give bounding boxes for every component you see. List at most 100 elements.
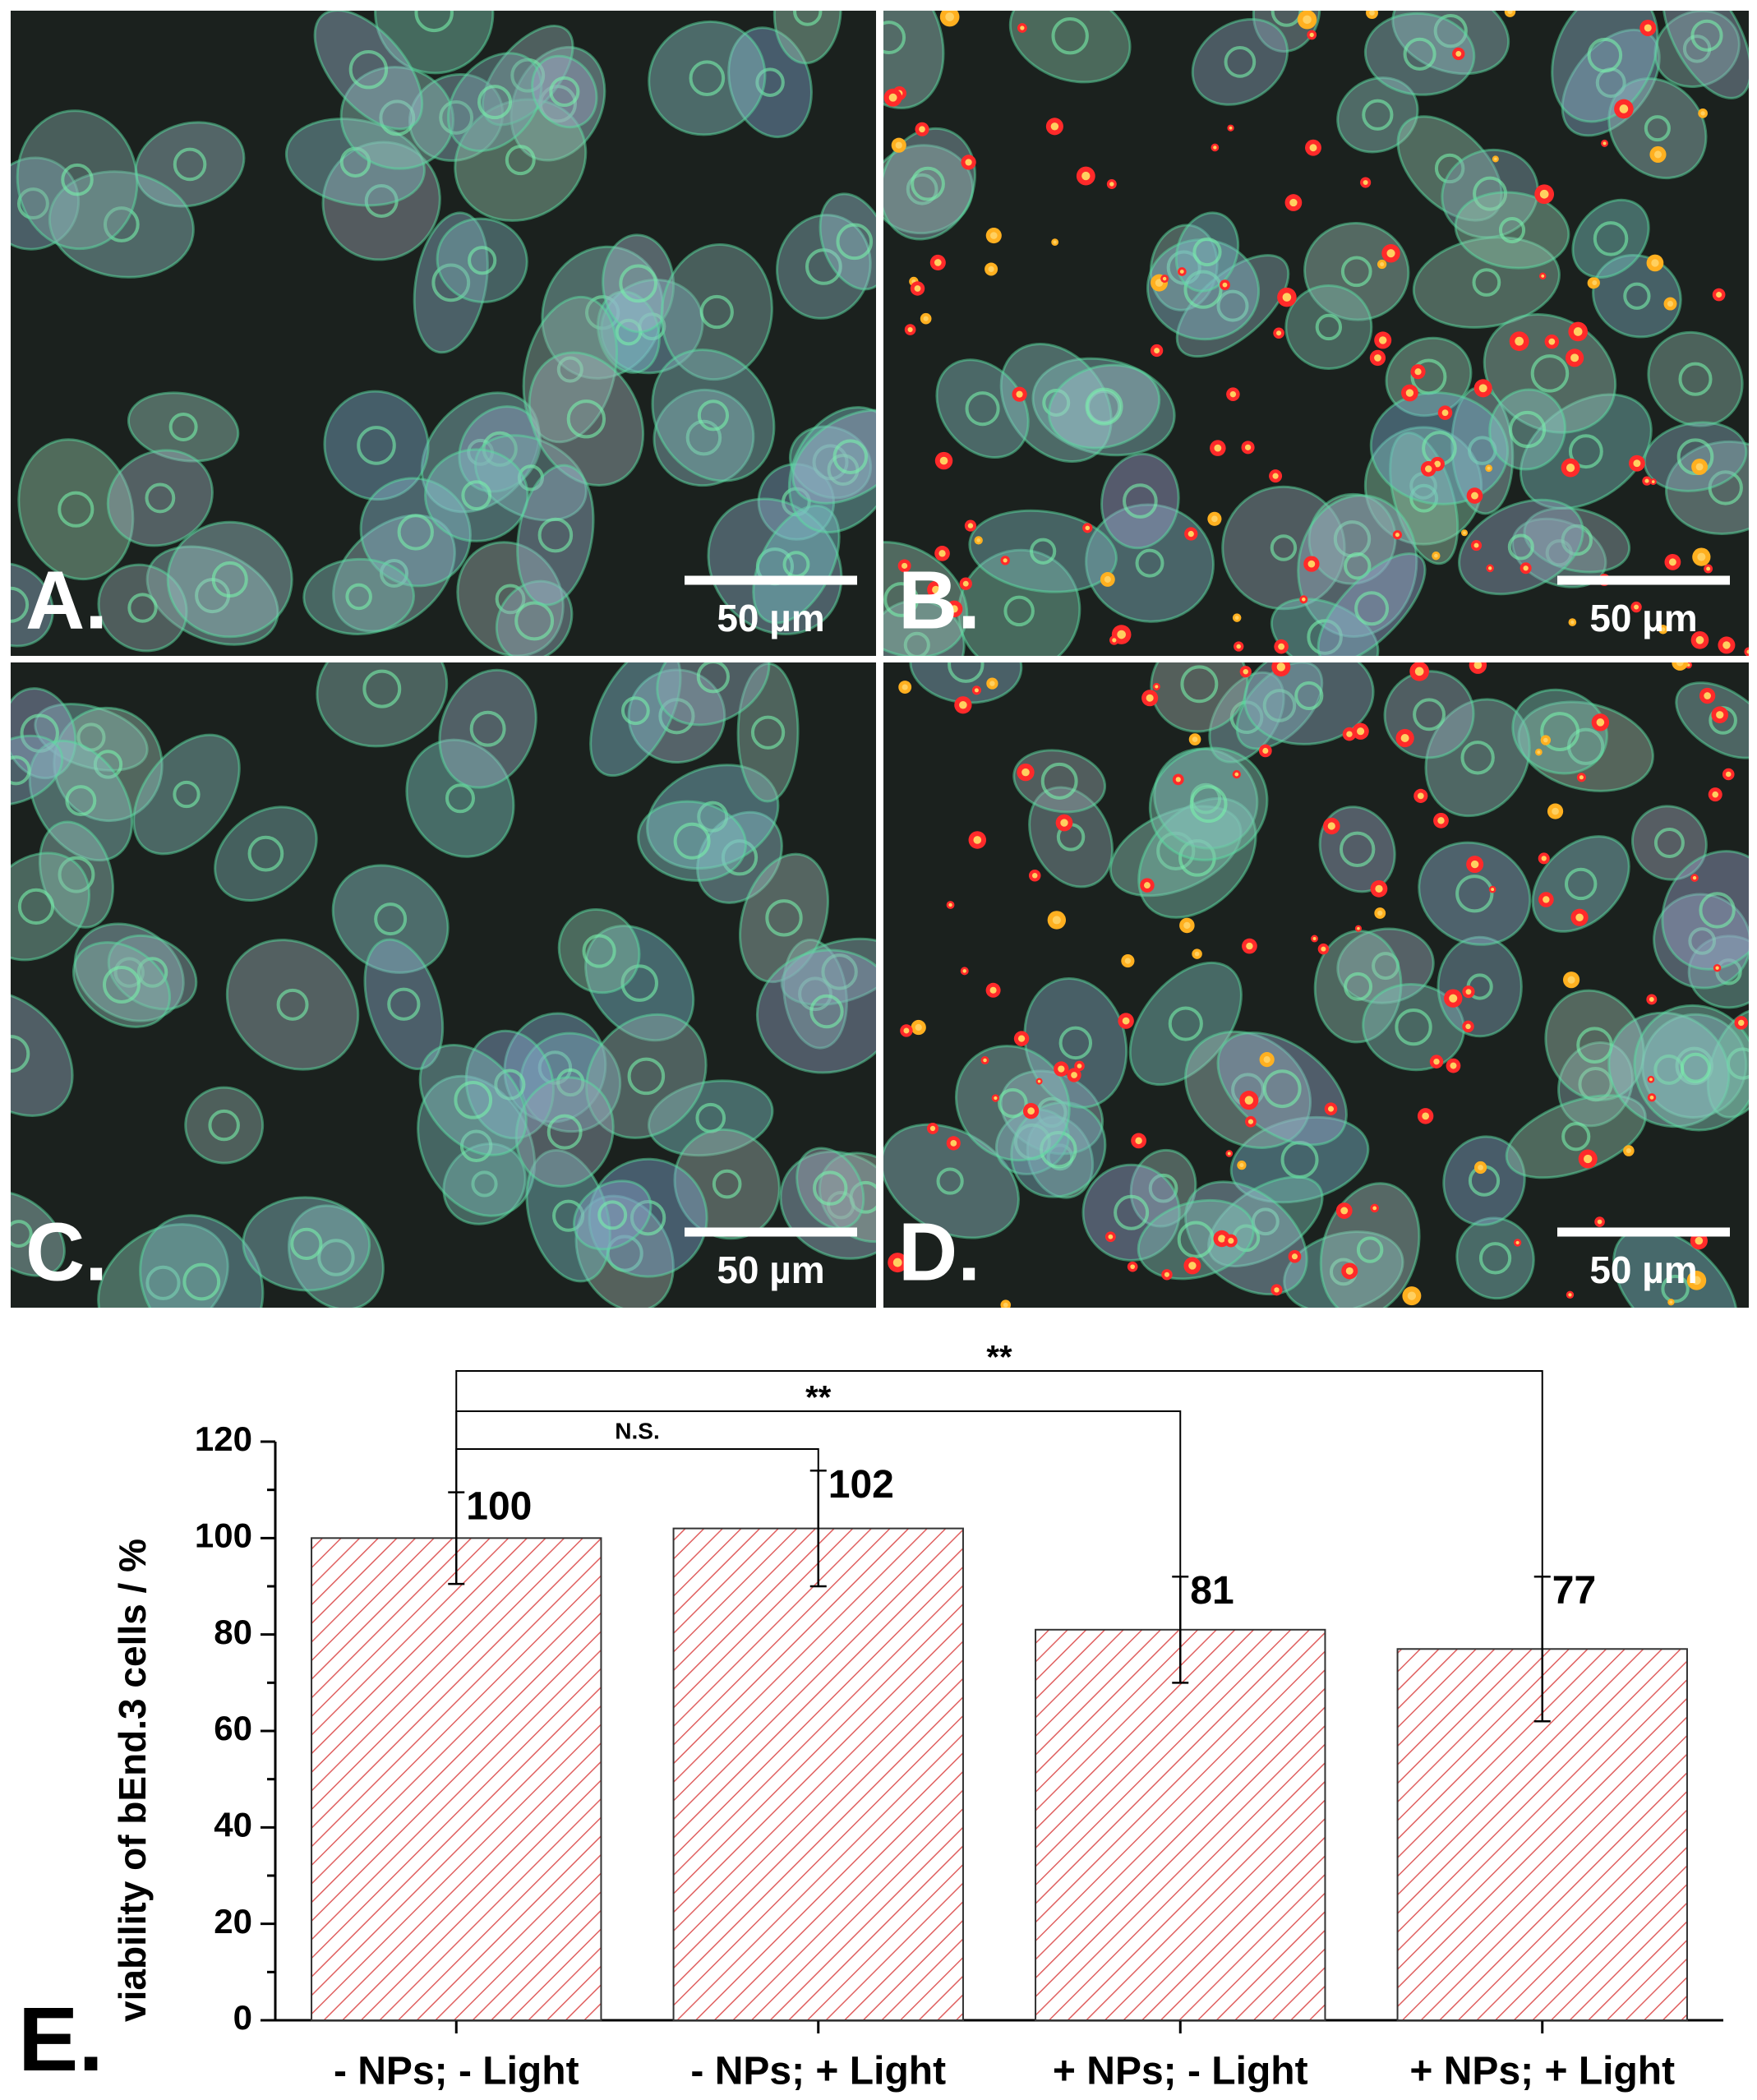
nanoparticle-core [1282, 293, 1292, 302]
nanoparticle-core [1407, 1291, 1417, 1300]
cell [313, 11, 424, 131]
cell [316, 662, 449, 748]
cell [11, 562, 54, 648]
cell [738, 852, 830, 984]
nanoparticle-core [1712, 791, 1719, 798]
cell [139, 1214, 265, 1308]
nucleus [439, 100, 474, 135]
nucleus [906, 173, 938, 205]
nucleus [445, 783, 475, 814]
nanoparticle-core [1003, 1302, 1008, 1308]
nanoparticle-core [1117, 630, 1126, 639]
nucleus [1623, 282, 1651, 310]
nucleus [208, 1109, 240, 1142]
nucleus [809, 994, 844, 1029]
nanoparticle-core [1327, 1105, 1334, 1112]
nanoparticle-core [1380, 261, 1385, 267]
nanoparticle-core [1626, 1147, 1631, 1154]
nucleus [494, 1068, 526, 1101]
nucleus [556, 1068, 585, 1097]
cell [648, 20, 767, 136]
cell [456, 541, 565, 656]
value-label: 102 [828, 1463, 894, 1507]
nanoparticle-core [1661, 627, 1666, 632]
nucleus [168, 412, 198, 441]
cell [531, 54, 598, 129]
nanoparticle-core [1700, 111, 1705, 116]
nanoparticle-core [1307, 560, 1316, 568]
nucleus [431, 263, 471, 302]
cell [1551, 11, 1659, 123]
nanoparticle-core [1414, 368, 1422, 376]
cell [331, 864, 450, 974]
nanoparticle-core [1357, 727, 1365, 736]
nucleus [1680, 1052, 1711, 1083]
nanoparticle-core [1584, 1154, 1593, 1164]
nanoparticle-core [1017, 1035, 1026, 1042]
nanoparticle-core [1488, 566, 1492, 570]
cell [495, 579, 574, 656]
nanoparticle-core [1228, 1238, 1234, 1244]
cell [1047, 363, 1161, 450]
nucleus [1433, 13, 1468, 48]
panel-label: E. [18, 1989, 104, 2090]
significance-bracket [455, 1370, 1543, 1577]
nucleus [1003, 595, 1035, 627]
nanoparticle-core [989, 986, 997, 994]
nucleus [93, 750, 123, 779]
nucleus [1058, 1026, 1093, 1060]
nucleus [765, 899, 803, 937]
cell [11, 852, 90, 962]
nucleus [1509, 410, 1547, 449]
micrograph [11, 11, 876, 656]
y-tick-label: 20 [214, 1902, 252, 1941]
nucleus [102, 966, 141, 1004]
nanoparticle-core [1541, 856, 1547, 861]
cell [1023, 977, 1128, 1109]
nucleus [1262, 1069, 1302, 1109]
cell [574, 1194, 675, 1308]
nanoparticle-core [1570, 353, 1579, 362]
nanoparticle-core [1716, 711, 1724, 719]
nanoparticle-core [950, 605, 958, 613]
cell [438, 668, 537, 789]
nanoparticle-core [1052, 916, 1061, 925]
cell [1653, 11, 1741, 88]
nanoparticle-core [1494, 157, 1497, 161]
nanoparticle-core [1434, 460, 1441, 468]
nucleus [556, 356, 583, 383]
nanoparticle-core [950, 1140, 957, 1147]
cell [242, 1196, 371, 1292]
nucleus [58, 491, 95, 528]
nanoparticle-core [1377, 910, 1383, 916]
nanoparticle-core [1239, 1163, 1244, 1168]
cell [11, 687, 77, 780]
cell [214, 805, 318, 902]
cell [651, 348, 776, 482]
nucleus [1354, 591, 1390, 626]
nanoparticle-core [1081, 171, 1091, 181]
nanoparticle-core [973, 836, 982, 844]
nanoparticle-core [1596, 718, 1605, 727]
nanoparticle-core [1187, 530, 1194, 538]
nanoparticle-core [1243, 668, 1248, 675]
cell [660, 242, 773, 381]
nanoparticle-core [1716, 292, 1722, 298]
cell [127, 391, 240, 463]
nanoparticle-core [1507, 11, 1513, 15]
nanoparticle-core [962, 580, 969, 587]
nanoparticle-core [915, 1023, 922, 1032]
scale-bar-label: 50 µm [1589, 597, 1697, 639]
nucleus [549, 76, 580, 108]
nanoparticle-core [1192, 736, 1198, 742]
nanoparticle-core [1704, 692, 1711, 699]
panel-label: D. [898, 1206, 980, 1298]
nanoparticle-core [1016, 390, 1023, 398]
nanoparticle-core [1274, 1287, 1280, 1293]
scale-bar-label: 50 µm [717, 1248, 824, 1291]
cell [1317, 552, 1427, 656]
cell [1362, 983, 1465, 1072]
cell [1369, 391, 1510, 505]
cell [883, 1123, 1020, 1239]
cell [528, 351, 645, 487]
